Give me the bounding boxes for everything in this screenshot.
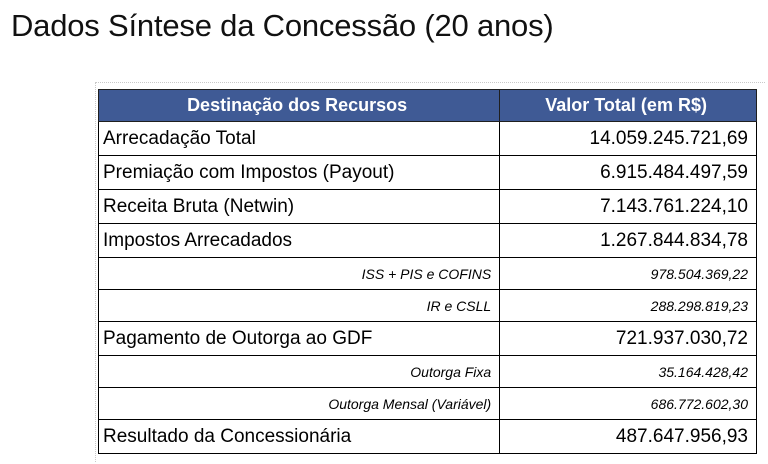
- row-label: Premiação com Impostos (Payout): [97, 155, 501, 190]
- row-label: Resultado da Concessionária: [97, 419, 501, 454]
- subrow-label: Outorga Mensal (Variável): [97, 387, 501, 420]
- grid-guide-vertical: [95, 82, 97, 462]
- table-row: Impostos Arrecadados 1.267.844.834,78: [97, 223, 757, 258]
- table-row: Resultado da Concessionária 487.647.956,…: [97, 419, 757, 454]
- table-subrow: IR e CSLL 288.298.819,23: [97, 289, 757, 322]
- subrow-value: 288.298.819,23: [499, 289, 757, 322]
- table-subrow: ISS + PIS e COFINS 978.504.369,22: [97, 257, 757, 290]
- table-subrow: Outorga Fixa 35.164.428,42: [97, 355, 757, 388]
- subrow-label: Outorga Fixa: [97, 355, 501, 388]
- table-row: Premiação com Impostos (Payout) 6.915.48…: [97, 155, 757, 190]
- table-header-row: Destinação dos Recursos Valor Total (em …: [97, 89, 757, 122]
- subrow-value: 686.772.602,30: [499, 387, 757, 420]
- grid-guide-horizontal: [95, 82, 765, 84]
- row-value: 1.267.844.834,78: [499, 223, 757, 258]
- header-total-value: Valor Total (em R$): [499, 89, 757, 122]
- row-label: Receita Bruta (Netwin): [97, 189, 501, 224]
- page-title: Dados Síntese da Concessão (20 anos): [11, 8, 554, 43]
- subrow-label: IR e CSLL: [97, 289, 501, 322]
- row-value: 487.647.956,93: [499, 419, 757, 454]
- row-value: 6.915.484.497,59: [499, 155, 757, 190]
- table-row: Receita Bruta (Netwin) 7.143.761.224,10: [97, 189, 757, 224]
- row-label: Arrecadação Total: [97, 121, 501, 156]
- table-row: Pagamento de Outorga ao GDF 721.937.030,…: [97, 321, 757, 356]
- table-subrow: Outorga Mensal (Variável) 686.772.602,30: [97, 387, 757, 420]
- row-value: 7.143.761.224,10: [499, 189, 757, 224]
- row-label: Impostos Arrecadados: [97, 223, 501, 258]
- row-label: Pagamento de Outorga ao GDF: [97, 321, 501, 356]
- summary-table: Destinação dos Recursos Valor Total (em …: [97, 89, 757, 454]
- subrow-value: 35.164.428,42: [499, 355, 757, 388]
- header-destination: Destinação dos Recursos: [97, 89, 501, 122]
- table-row: Arrecadação Total 14.059.245.721,69: [97, 121, 757, 156]
- row-value: 14.059.245.721,69: [499, 121, 757, 156]
- subrow-label: ISS + PIS e COFINS: [97, 257, 501, 290]
- subrow-value: 978.504.369,22: [499, 257, 757, 290]
- row-value: 721.937.030,72: [499, 321, 757, 356]
